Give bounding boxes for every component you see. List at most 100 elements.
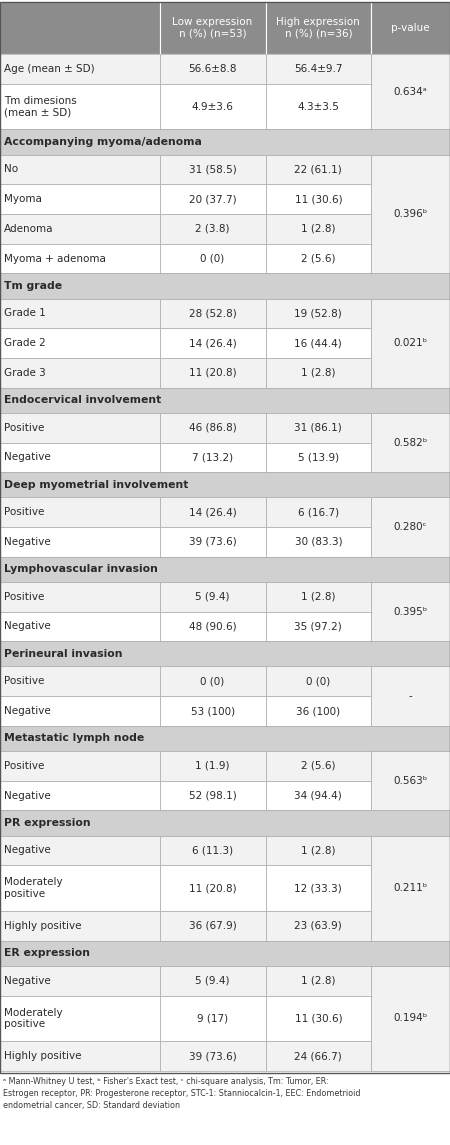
Bar xyxy=(266,214,371,244)
Bar xyxy=(0,184,160,214)
Bar xyxy=(0,155,160,184)
Bar xyxy=(160,442,266,472)
Bar xyxy=(160,836,266,866)
Text: 2 (5.6): 2 (5.6) xyxy=(301,761,336,771)
Text: 22 (61.1): 22 (61.1) xyxy=(294,165,342,174)
Text: ER expression: ER expression xyxy=(4,948,90,958)
Bar xyxy=(266,911,371,941)
Text: 2 (5.6): 2 (5.6) xyxy=(301,253,336,263)
Text: 1 (2.8): 1 (2.8) xyxy=(301,976,336,986)
Text: 56.6±8.8: 56.6±8.8 xyxy=(189,64,237,74)
Text: Metastatic lymph node: Metastatic lymph node xyxy=(4,734,144,743)
Bar xyxy=(371,751,450,781)
Bar xyxy=(266,244,371,274)
Bar xyxy=(160,866,266,911)
Bar xyxy=(371,358,450,388)
Bar xyxy=(371,611,450,641)
Text: 5 (9.4): 5 (9.4) xyxy=(195,976,230,986)
Text: 0.563ᵇ: 0.563ᵇ xyxy=(393,776,428,785)
Bar xyxy=(371,666,450,726)
Bar xyxy=(0,996,160,1041)
Bar xyxy=(371,442,450,472)
Text: -: - xyxy=(409,692,413,701)
Text: 52 (98.1): 52 (98.1) xyxy=(189,790,237,800)
Text: 0.582ᵇ: 0.582ᵇ xyxy=(393,437,428,448)
Bar xyxy=(266,836,371,866)
Text: 34 (94.4): 34 (94.4) xyxy=(294,790,342,800)
Bar xyxy=(0,582,160,611)
Bar xyxy=(266,966,371,996)
Bar xyxy=(0,2,160,54)
Text: 1 (2.8): 1 (2.8) xyxy=(301,845,336,855)
Text: 0.194ᵇ: 0.194ᵇ xyxy=(393,1013,428,1024)
Text: 0 (0): 0 (0) xyxy=(201,677,225,686)
Text: Grade 2: Grade 2 xyxy=(4,338,46,348)
Text: 28 (52.8): 28 (52.8) xyxy=(189,308,237,318)
Bar xyxy=(266,696,371,726)
Text: 0.211ᵇ: 0.211ᵇ xyxy=(393,883,428,893)
Bar xyxy=(160,611,266,641)
Bar xyxy=(371,751,450,811)
Text: Tm grade: Tm grade xyxy=(4,281,62,291)
Text: 11 (20.8): 11 (20.8) xyxy=(189,883,236,893)
Bar xyxy=(371,84,450,129)
Bar xyxy=(371,329,450,358)
Text: Negative: Negative xyxy=(4,976,51,986)
Text: 4.9±3.6: 4.9±3.6 xyxy=(192,102,234,111)
Text: Accompanying myoma/adenoma: Accompanying myoma/adenoma xyxy=(4,137,202,147)
Text: Grade 1: Grade 1 xyxy=(4,308,46,318)
Bar xyxy=(371,866,450,911)
Bar xyxy=(160,358,266,388)
Text: Negative: Negative xyxy=(4,790,51,800)
Text: 36 (67.9): 36 (67.9) xyxy=(189,921,237,931)
Text: Lymphovascular invasion: Lymphovascular invasion xyxy=(4,564,158,575)
Text: 31 (58.5): 31 (58.5) xyxy=(189,165,237,174)
Bar xyxy=(160,329,266,358)
Text: Low expression
n (%) (n=53): Low expression n (%) (n=53) xyxy=(172,17,253,39)
Bar xyxy=(371,155,450,274)
Bar xyxy=(266,751,371,781)
Bar xyxy=(0,811,450,836)
Bar xyxy=(0,836,160,866)
Bar xyxy=(266,666,371,696)
Bar xyxy=(160,155,266,184)
Bar xyxy=(0,556,450,582)
Text: 6 (11.3): 6 (11.3) xyxy=(192,845,233,855)
Bar xyxy=(266,1041,371,1071)
Bar xyxy=(266,329,371,358)
Text: 23 (63.9): 23 (63.9) xyxy=(294,921,342,931)
Text: 1 (2.8): 1 (2.8) xyxy=(301,368,336,378)
Text: 24 (66.7): 24 (66.7) xyxy=(294,1051,342,1061)
Bar xyxy=(160,84,266,129)
Bar xyxy=(371,582,450,641)
Text: 16 (44.4): 16 (44.4) xyxy=(294,338,342,348)
Text: Tm dimesions
(mean ± SD): Tm dimesions (mean ± SD) xyxy=(4,96,77,118)
Bar xyxy=(371,497,450,556)
Bar xyxy=(0,54,160,84)
Bar xyxy=(266,184,371,214)
Text: 5 (9.4): 5 (9.4) xyxy=(195,592,230,602)
Bar xyxy=(160,413,266,442)
Bar xyxy=(266,527,371,556)
Text: Highly positive: Highly positive xyxy=(4,1051,81,1061)
Bar xyxy=(160,214,266,244)
Bar xyxy=(371,54,450,129)
Bar xyxy=(160,696,266,726)
Text: Age (mean ± SD): Age (mean ± SD) xyxy=(4,64,94,74)
Text: 31 (86.1): 31 (86.1) xyxy=(294,423,342,433)
Text: Deep myometrial involvement: Deep myometrial involvement xyxy=(4,480,189,490)
Text: 0 (0): 0 (0) xyxy=(306,677,330,686)
Text: 0.395ᵇ: 0.395ᵇ xyxy=(393,607,428,617)
Text: 0 (0): 0 (0) xyxy=(201,253,225,263)
Bar xyxy=(0,497,160,527)
Bar xyxy=(0,214,160,244)
Bar xyxy=(266,582,371,611)
Bar xyxy=(0,666,160,696)
Text: 0.396ᵇ: 0.396ᵇ xyxy=(393,210,428,219)
Bar xyxy=(371,214,450,244)
Bar xyxy=(160,911,266,941)
Bar xyxy=(0,388,450,413)
Bar xyxy=(0,611,160,641)
Text: 11 (30.6): 11 (30.6) xyxy=(295,195,342,204)
Bar xyxy=(266,611,371,641)
